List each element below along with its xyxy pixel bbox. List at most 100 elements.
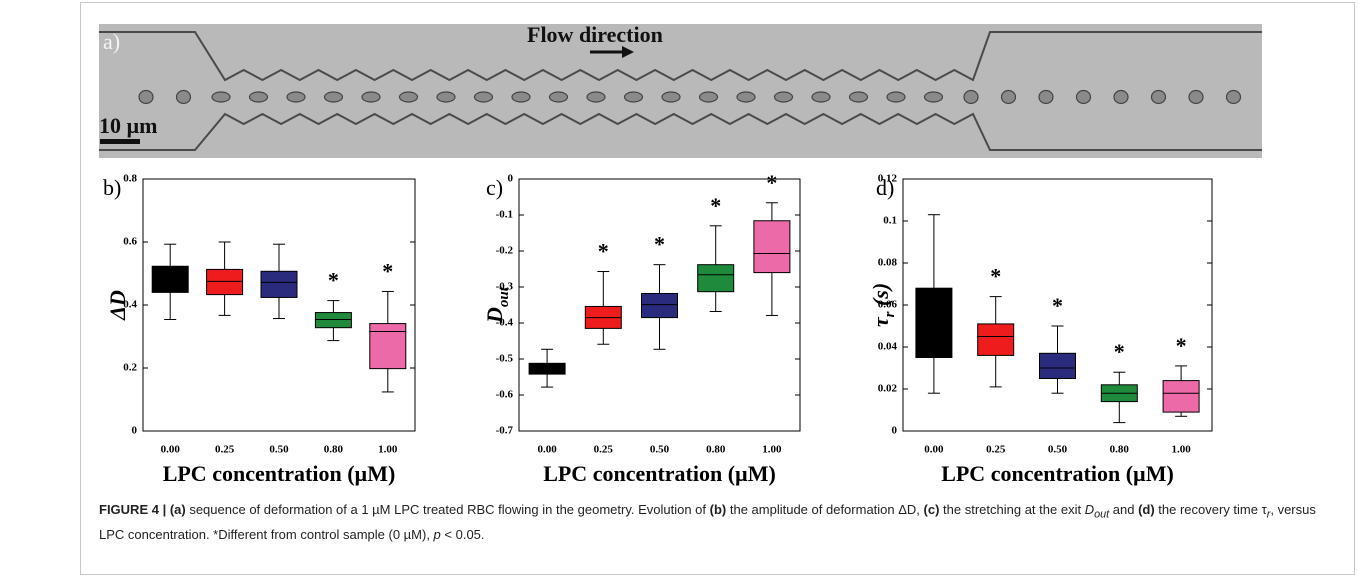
y-axis-label: τr (s) (868, 283, 898, 327)
x-axis-label: LPC concentration (µM) (543, 461, 776, 486)
y-tick-label: 0.04 (878, 341, 898, 353)
flow-arrow-head (622, 46, 634, 58)
cell (138, 89, 154, 105)
box (528, 362, 566, 375)
x-tick-label: 0.50 (650, 444, 670, 456)
y-tick-label: 0 (132, 425, 138, 437)
cell (963, 89, 979, 105)
x-axis-label: LPC concentration (µM) (941, 461, 1174, 486)
caption-text: (b) (709, 502, 727, 517)
box (314, 312, 352, 329)
box (260, 270, 298, 298)
x-tick-label: 0.00 (161, 444, 181, 456)
y-axis-label-part: r (882, 311, 898, 317)
cell (1188, 89, 1204, 105)
significance-marker: * (1114, 339, 1125, 364)
caption-text: < 0.05. (440, 526, 485, 542)
caption-text: out (1094, 508, 1110, 521)
caption-text: D (1084, 502, 1095, 517)
plot-frame (518, 178, 801, 432)
y-tick-label: 0.1 (883, 215, 897, 227)
y-tick-label: 0 (892, 425, 898, 437)
cell (1150, 89, 1167, 105)
caption-text: (d) (1138, 502, 1155, 517)
caption-text: FIGURE 4 | (99, 502, 170, 517)
x-axis-label: LPC concentration (µM) (163, 461, 396, 486)
box (753, 220, 791, 274)
channel-wall (99, 112, 1262, 151)
cell (698, 91, 719, 103)
scale-bar (100, 139, 140, 144)
cell (586, 91, 606, 103)
y-tick-label: -0.5 (496, 353, 514, 365)
x-tick-label: 0.80 (324, 444, 344, 456)
cell (511, 91, 531, 103)
flow-label: Flow direction (527, 22, 663, 47)
cell (175, 89, 192, 105)
y-tick-label: 0.6 (123, 236, 137, 248)
x-tick-label: 1.00 (762, 444, 782, 456)
y-tick-label: 0.06 (878, 299, 898, 311)
y-tick-label: 0.08 (878, 257, 898, 269)
box (206, 268, 244, 296)
significance-marker: * (1052, 293, 1063, 318)
caption-text: (c) (923, 502, 940, 517)
cell (1113, 89, 1129, 105)
cell (1038, 89, 1054, 105)
scale-label: 10 µm (99, 113, 158, 138)
cell (848, 91, 869, 103)
significance-marker: * (1176, 333, 1187, 358)
y-tick-label: 0.8 (123, 173, 137, 185)
cell (548, 91, 569, 103)
cell (886, 91, 906, 103)
x-tick-label: 0.50 (269, 444, 289, 456)
x-tick-label: 0.00 (924, 444, 944, 456)
x-tick-label: 0.80 (1110, 444, 1130, 456)
y-tick-label: 0.2 (123, 362, 137, 374)
y-tick-label: -0.6 (496, 389, 514, 401)
caption-text: p (433, 526, 441, 542)
cell (211, 91, 231, 103)
y-tick-label: -0.2 (496, 245, 514, 257)
caption-text: the amplitude of deformation ΔD, (726, 502, 924, 517)
y-axis-label-part: ΔD (105, 290, 130, 321)
cell (661, 91, 681, 103)
cell (398, 91, 419, 103)
significance-marker: * (766, 170, 777, 195)
y-axis-label-part: (s) (868, 283, 893, 312)
y-tick-label: -0.4 (496, 317, 514, 329)
significance-marker: * (990, 264, 1001, 289)
y-axis-label: Dout (482, 286, 512, 324)
channel-wall (99, 31, 1262, 82)
figure-border (80, 2, 1355, 575)
box (697, 264, 735, 293)
y-axis-label-part: out (496, 286, 512, 307)
panel-label: b) (103, 175, 121, 200)
significance-marker: * (710, 193, 721, 218)
x-tick-label: 0.25 (986, 444, 1006, 456)
box (641, 292, 678, 319)
significance-marker: * (382, 259, 393, 284)
y-tick-label: 0 (508, 173, 514, 185)
x-tick-label: 0.25 (594, 444, 614, 456)
y-tick-label: 0.12 (878, 173, 898, 185)
significance-marker: * (598, 239, 609, 264)
box (1162, 380, 1200, 413)
cell (623, 91, 644, 103)
y-axis-label-part: D (482, 307, 507, 324)
cell (286, 91, 306, 103)
box (1039, 352, 1076, 379)
micrograph (99, 24, 1262, 158)
y-axis-label: ΔD (105, 290, 130, 321)
caption-text: and (1109, 502, 1139, 517)
cell (436, 91, 456, 103)
caption-text: (a) (169, 502, 186, 517)
cell (323, 91, 344, 103)
panel-label: a) (103, 29, 120, 54)
cell (923, 91, 944, 103)
caption: FIGURE 4 | (a) sequence of deformation o… (99, 500, 1344, 545)
cell (811, 91, 831, 103)
cell (361, 91, 381, 103)
